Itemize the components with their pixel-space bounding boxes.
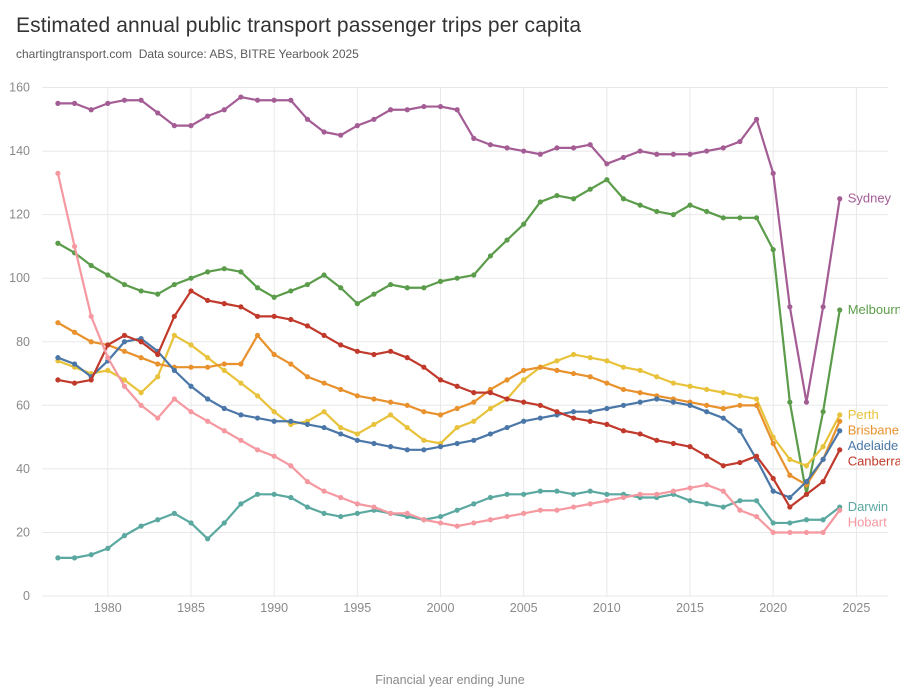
svg-text:2010: 2010 <box>593 601 621 615</box>
svg-text:2015: 2015 <box>676 601 704 615</box>
svg-text:Hobart: Hobart <box>848 515 887 530</box>
svg-text:Adelaide: Adelaide <box>848 438 899 453</box>
svg-text:0: 0 <box>23 589 30 603</box>
svg-text:Brisbane: Brisbane <box>848 422 899 437</box>
svg-text:60: 60 <box>16 398 30 412</box>
svg-text:1980: 1980 <box>94 601 122 615</box>
svg-text:Sydney: Sydney <box>848 191 892 206</box>
svg-text:160: 160 <box>9 81 30 95</box>
svg-text:1985: 1985 <box>177 601 205 615</box>
svg-text:20: 20 <box>16 526 30 540</box>
svg-text:Canberra: Canberra <box>848 453 900 468</box>
svg-text:2000: 2000 <box>427 601 455 615</box>
svg-text:Darwin: Darwin <box>848 499 888 514</box>
svg-text:2025: 2025 <box>842 601 870 615</box>
svg-text:120: 120 <box>9 208 30 222</box>
svg-text:140: 140 <box>9 144 30 158</box>
svg-text:Perth: Perth <box>848 407 879 422</box>
svg-text:40: 40 <box>16 462 30 476</box>
svg-text:100: 100 <box>9 271 30 285</box>
svg-text:2020: 2020 <box>759 601 787 615</box>
svg-text:Melbourne: Melbourne <box>848 302 900 317</box>
svg-text:1995: 1995 <box>343 601 371 615</box>
svg-text:80: 80 <box>16 335 30 349</box>
svg-text:2005: 2005 <box>510 601 538 615</box>
svg-text:1990: 1990 <box>260 601 288 615</box>
